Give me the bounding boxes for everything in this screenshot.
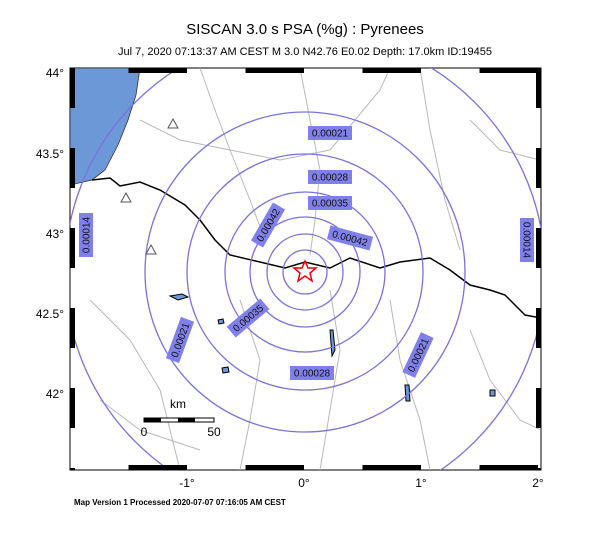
label-box bbox=[79, 213, 93, 257]
contour-label: 0.00028 bbox=[308, 170, 352, 184]
contour-label: 0.00014 bbox=[520, 218, 534, 262]
lon-label: 2° bbox=[532, 476, 544, 490]
frame-bar bbox=[70, 388, 75, 428]
label-text: 0.00014 bbox=[82, 216, 93, 253]
map-subtitle: Jul 7, 2020 07:13:37 AM CEST M 3.0 N42.7… bbox=[118, 46, 492, 58]
map-title: SISCAN 3.0 s PSA (%g) : Pyrenees bbox=[186, 21, 424, 38]
label-box bbox=[226, 298, 270, 338]
contour bbox=[249, 216, 361, 328]
frame-bar bbox=[362, 465, 421, 470]
frame-bar bbox=[479, 465, 538, 470]
contour bbox=[224, 191, 386, 353]
map-frame bbox=[69, 67, 542, 471]
contour-label: 0.00035 bbox=[308, 196, 352, 210]
frame-bar bbox=[536, 388, 541, 428]
axes: 44° 43.5° 43° 42.5° 42° -1° 0° 1° 2° bbox=[36, 66, 544, 490]
frame-bar bbox=[479, 68, 538, 73]
contour bbox=[144, 111, 466, 433]
contour-label: 0.00028 bbox=[290, 366, 334, 380]
scale-unit: km bbox=[170, 397, 186, 411]
scale-start: 0 bbox=[141, 425, 148, 439]
label-box bbox=[308, 170, 352, 184]
lat-label: 43.5° bbox=[36, 147, 64, 161]
lat-label: 43° bbox=[46, 227, 64, 241]
frame-bar bbox=[536, 68, 541, 108]
label-box bbox=[308, 196, 352, 210]
frame-bar bbox=[70, 148, 75, 188]
frame-bar bbox=[536, 308, 541, 348]
label-box bbox=[165, 316, 195, 364]
frame-bar bbox=[70, 308, 75, 348]
lon-label: 0° bbox=[298, 476, 310, 490]
label-text: 0.00035 bbox=[312, 199, 349, 210]
frame-bar bbox=[245, 465, 304, 470]
footer: Map Version 1 Processed 2020-07-07 07:16… bbox=[74, 498, 286, 507]
border bbox=[91, 177, 541, 319]
lat-label: 42.5° bbox=[36, 307, 64, 321]
frame-bar bbox=[536, 228, 541, 268]
label-text: 0.00028 bbox=[294, 369, 331, 380]
label-text: 0.00014 bbox=[520, 222, 531, 259]
label-box bbox=[290, 366, 334, 380]
label-box bbox=[308, 126, 352, 140]
contours bbox=[70, 68, 541, 470]
label-box bbox=[402, 332, 434, 378]
stations bbox=[120, 117, 179, 255]
lat-label: 42° bbox=[46, 387, 64, 401]
contour-label: 0.00021 bbox=[308, 126, 352, 140]
sea bbox=[70, 68, 141, 186]
scale-end: 50 bbox=[207, 425, 221, 439]
contour bbox=[266, 233, 344, 311]
lon-label: -1° bbox=[179, 476, 195, 490]
frame-ticks bbox=[70, 68, 541, 470]
rivers bbox=[89, 68, 541, 470]
frame-bar bbox=[362, 68, 421, 73]
scale-bar: km 0 50 bbox=[141, 397, 221, 439]
contour-label: 0.00014 bbox=[79, 213, 93, 257]
frame-bar bbox=[128, 68, 187, 73]
frame-bar bbox=[536, 148, 541, 188]
contour bbox=[282, 249, 328, 295]
label-box bbox=[520, 218, 534, 262]
epicenter bbox=[291, 259, 319, 283]
frame-bar bbox=[536, 468, 541, 470]
label-box bbox=[250, 202, 286, 248]
frame-bar bbox=[128, 465, 187, 470]
frame-bar bbox=[245, 68, 304, 73]
label-text: 0.00028 bbox=[312, 173, 349, 184]
contour bbox=[186, 153, 424, 391]
frame-bar bbox=[70, 468, 75, 470]
frame-bar bbox=[70, 68, 75, 108]
label-text: 0.00021 bbox=[312, 129, 349, 140]
label-box bbox=[326, 225, 374, 251]
lon-label: 1° bbox=[415, 476, 427, 490]
lat-label: 44° bbox=[46, 66, 64, 80]
frame-bar bbox=[70, 228, 75, 268]
